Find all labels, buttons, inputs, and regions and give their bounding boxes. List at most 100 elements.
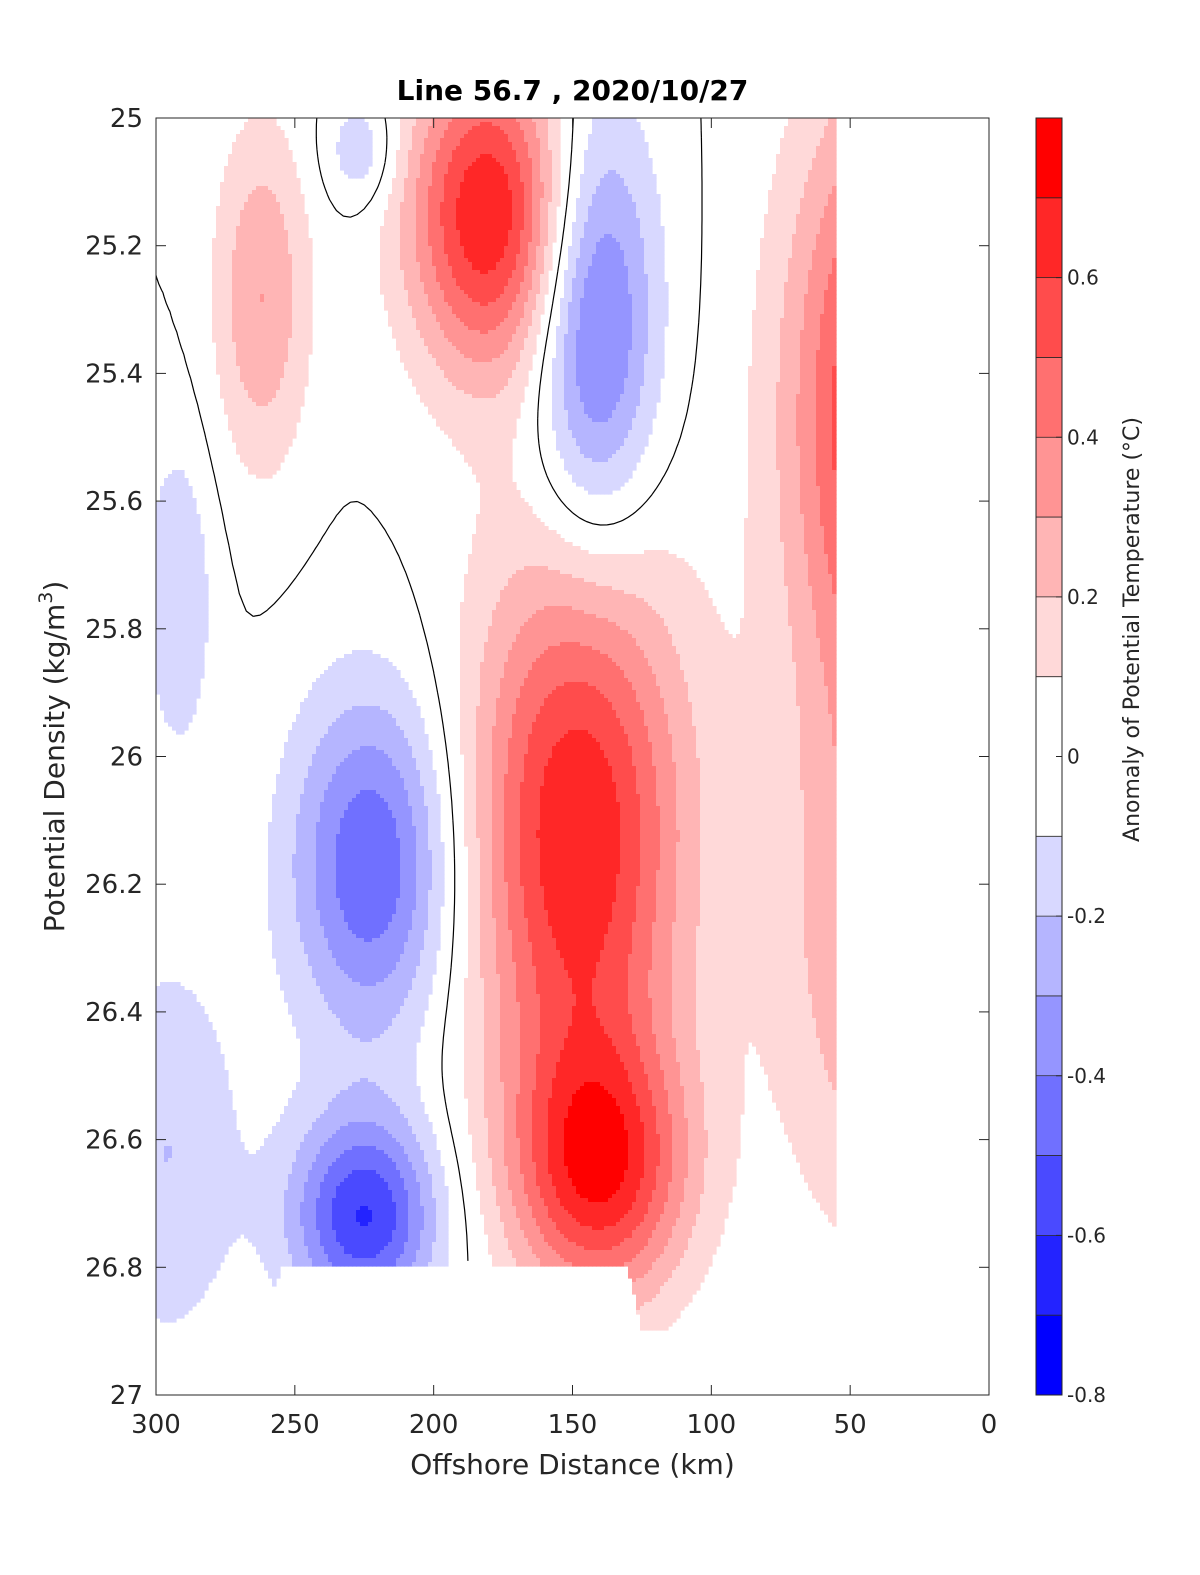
contour-cell xyxy=(548,134,553,139)
contour-cell xyxy=(448,146,453,151)
contour-cell xyxy=(428,142,433,147)
contour-cell xyxy=(468,158,473,163)
contour-cell xyxy=(532,226,537,231)
contour-cell xyxy=(584,214,589,219)
contour-cell xyxy=(776,194,781,199)
contour-cell xyxy=(532,206,537,211)
contour-cell xyxy=(436,218,441,223)
contour-cell xyxy=(580,182,585,187)
contour-cell xyxy=(480,150,485,155)
contour-cell xyxy=(420,126,425,131)
contour-cell xyxy=(500,198,505,203)
contour-cell xyxy=(536,162,541,167)
contour-cell xyxy=(808,178,813,183)
contour-cell xyxy=(276,142,281,147)
contour-cell xyxy=(440,222,445,227)
contour-cell xyxy=(800,130,805,135)
contour-cell xyxy=(388,226,393,231)
contour-cell xyxy=(248,226,253,231)
contour-cell xyxy=(420,206,425,211)
contour-cell xyxy=(228,178,233,183)
contour-cell xyxy=(516,194,521,199)
contour-cell xyxy=(444,242,449,247)
contour-cell xyxy=(640,146,645,151)
contour-cell xyxy=(520,118,525,123)
contour-cell xyxy=(784,146,789,151)
contour-cell xyxy=(660,226,665,231)
contour-cell xyxy=(476,174,481,179)
contour-cell xyxy=(456,142,461,147)
contour-cell xyxy=(652,186,657,191)
contour-cell xyxy=(804,190,809,195)
contour-cell xyxy=(824,202,829,207)
contour-cell xyxy=(424,242,429,247)
contour-cell xyxy=(484,230,489,235)
contour-cell xyxy=(224,234,229,239)
contour-cell xyxy=(520,166,525,171)
contour-cell xyxy=(224,230,229,235)
contour-cell xyxy=(612,134,617,139)
contour-cell xyxy=(524,134,529,139)
contour-cell xyxy=(352,146,357,151)
contour-cell xyxy=(268,118,273,123)
contour-cell xyxy=(488,154,493,159)
contour-cell xyxy=(432,206,437,211)
contour-cell xyxy=(532,130,537,135)
contour-cell xyxy=(360,138,365,143)
contour-cell xyxy=(656,234,661,239)
contour-cell xyxy=(288,174,293,179)
contour-cell xyxy=(272,138,277,143)
contour-cell xyxy=(812,218,817,223)
contour-cell xyxy=(264,122,269,127)
contour-cell xyxy=(408,138,413,143)
contour-cell xyxy=(628,206,633,211)
contour-cell xyxy=(524,142,529,147)
contour-cell xyxy=(368,158,373,163)
contour-cell xyxy=(636,190,641,195)
contour-cell xyxy=(596,230,601,235)
contour-cell xyxy=(264,234,269,239)
contour-cell xyxy=(800,170,805,175)
contour-cell xyxy=(252,162,257,167)
contour-cell xyxy=(468,222,473,227)
contour-cell xyxy=(788,170,793,175)
contour-cell xyxy=(624,214,629,219)
contour-cell xyxy=(600,238,605,243)
contour-cell xyxy=(244,174,249,179)
contour-cell xyxy=(556,190,561,195)
contour-cell xyxy=(812,146,817,151)
contour-cell xyxy=(460,142,465,147)
contour-cell xyxy=(520,202,525,207)
contour-cell xyxy=(276,138,281,143)
contour-cell xyxy=(812,190,817,195)
contour-cell xyxy=(556,166,561,171)
contour-cell xyxy=(404,190,409,195)
contour-cell xyxy=(660,238,665,243)
contour-cell xyxy=(464,166,469,171)
contour-cell xyxy=(824,238,829,243)
contour-cell xyxy=(400,138,405,143)
contour-cell xyxy=(632,190,637,195)
contour-cell xyxy=(812,206,817,211)
contour-cell xyxy=(480,166,485,171)
contour-cell xyxy=(548,202,553,207)
contour-cell xyxy=(516,202,521,207)
contour-cell xyxy=(496,162,501,167)
contour-cell xyxy=(456,234,461,239)
contour-cell xyxy=(644,210,649,215)
contour-cell xyxy=(232,242,237,247)
contour-cell xyxy=(272,202,277,207)
contour-cell xyxy=(580,178,585,183)
contour-cell xyxy=(336,146,341,151)
contour-cell xyxy=(596,190,601,195)
contour-cell xyxy=(652,174,657,179)
contour-cell xyxy=(816,170,821,175)
contour-cell xyxy=(460,154,465,159)
contour-cell xyxy=(828,226,833,231)
contour-cell xyxy=(248,130,253,135)
contour-cell xyxy=(592,182,597,187)
contour-cell xyxy=(632,138,637,143)
contour-cell xyxy=(436,170,441,175)
contour-cell xyxy=(600,202,605,207)
contour-cell xyxy=(536,234,541,239)
